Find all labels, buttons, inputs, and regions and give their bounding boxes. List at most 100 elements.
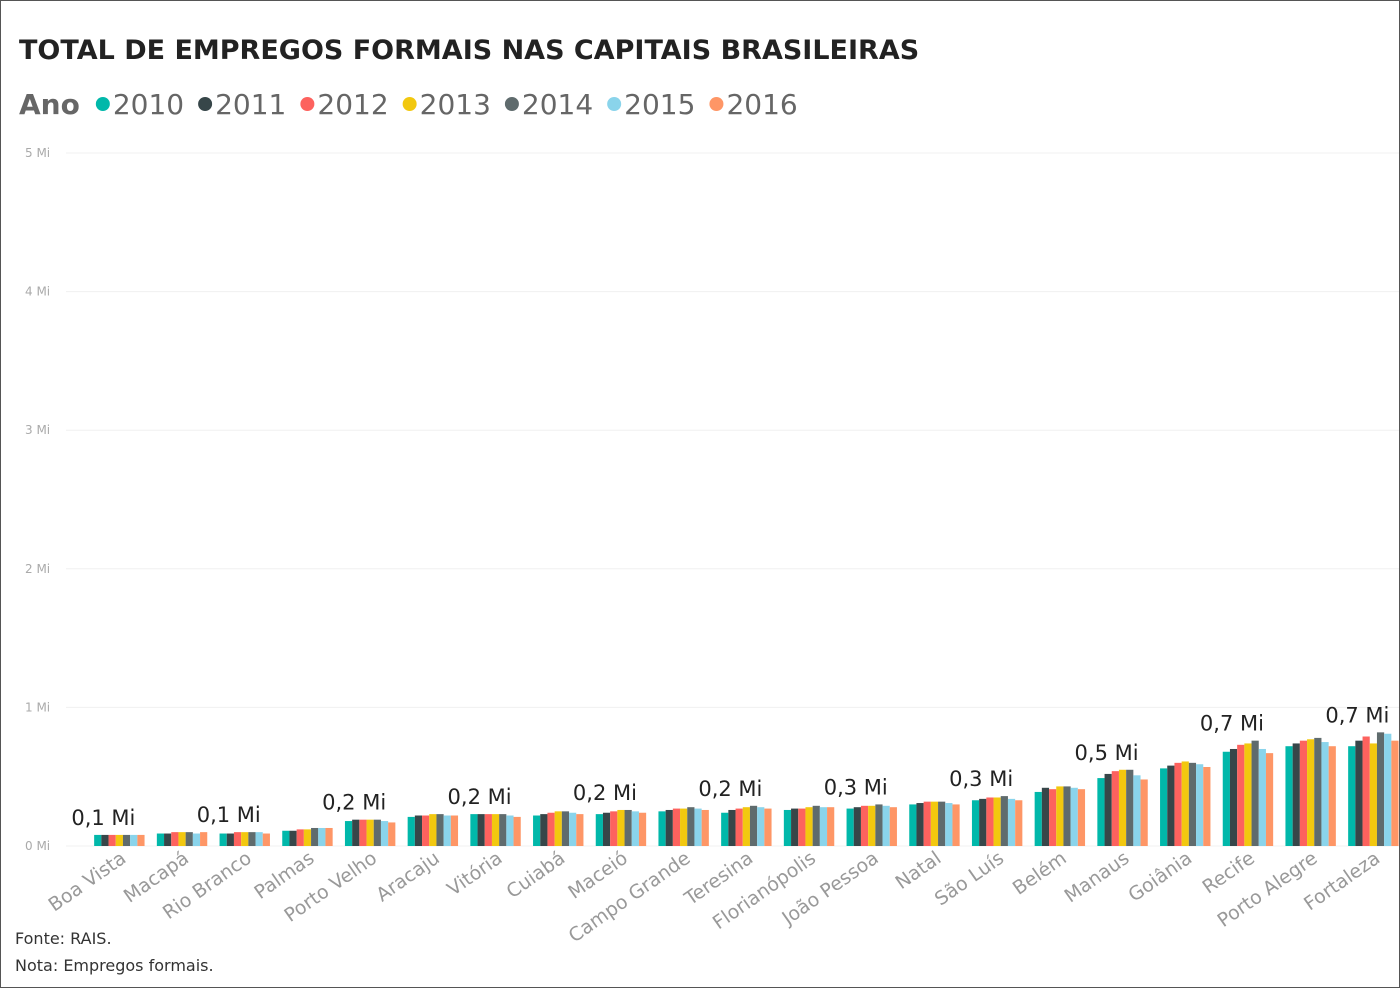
bar xyxy=(595,814,603,846)
bar xyxy=(923,801,931,846)
bar xyxy=(1251,740,1259,846)
bar xyxy=(631,811,639,846)
legend-title: Ano xyxy=(19,88,80,121)
bar xyxy=(624,809,632,846)
bar xyxy=(882,805,890,846)
bar xyxy=(1376,732,1385,846)
bar xyxy=(248,832,256,846)
bar xyxy=(812,805,820,846)
bar xyxy=(262,833,270,846)
bar xyxy=(1041,787,1050,846)
bar xyxy=(1160,768,1168,846)
bar xyxy=(945,803,953,846)
bar xyxy=(1049,789,1057,846)
bar xyxy=(429,814,437,846)
bar xyxy=(380,821,389,846)
bar xyxy=(303,829,312,846)
bar xyxy=(971,800,980,846)
bar xyxy=(491,814,500,846)
bar xyxy=(561,811,570,846)
chart-title: TOTAL DE EMPREGOS FORMAIS NAS CAPITAIS B… xyxy=(19,35,919,66)
bar xyxy=(533,815,541,846)
bar xyxy=(352,819,360,846)
bar xyxy=(344,821,353,846)
bar xyxy=(1314,737,1322,846)
legend-marker xyxy=(300,97,315,111)
footnote: Nota: Empregos formais. xyxy=(15,956,214,975)
bar xyxy=(875,804,883,846)
legend-marker xyxy=(607,97,622,111)
bar xyxy=(1077,789,1086,846)
bar xyxy=(1015,800,1023,846)
bar xyxy=(694,808,702,846)
bar xyxy=(499,814,507,846)
y-tick-label: 3 Mi xyxy=(25,423,50,437)
bar xyxy=(171,832,179,846)
legend-marker xyxy=(402,97,417,111)
bar xyxy=(178,832,186,846)
bar xyxy=(889,807,897,846)
bar xyxy=(1384,733,1392,846)
legend-label: 2011 xyxy=(215,88,286,121)
data-label: 0,5 Mi xyxy=(1075,741,1139,765)
bar xyxy=(1181,761,1189,846)
bar xyxy=(1133,775,1141,846)
bar xyxy=(819,807,828,846)
bar xyxy=(373,819,381,846)
bar xyxy=(233,832,242,846)
bar xyxy=(687,807,695,846)
bar xyxy=(764,808,772,846)
bar xyxy=(156,833,165,846)
bar xyxy=(930,801,939,846)
data-label: 0,7 Mi xyxy=(1325,703,1389,727)
bar xyxy=(470,814,478,846)
bar xyxy=(680,808,688,846)
bar xyxy=(658,811,666,846)
bar xyxy=(1070,787,1078,846)
bar xyxy=(554,811,562,846)
y-tick-label: 4 Mi xyxy=(25,285,50,299)
bar xyxy=(1000,796,1008,846)
bar xyxy=(282,830,290,846)
bar xyxy=(241,832,249,846)
bar xyxy=(192,833,201,846)
bar xyxy=(798,808,806,846)
bar xyxy=(506,815,514,846)
bar xyxy=(101,834,109,846)
bar xyxy=(1167,765,1175,846)
bar xyxy=(388,822,396,846)
bar xyxy=(610,811,618,846)
bar xyxy=(757,807,765,846)
bar xyxy=(226,833,234,846)
bar xyxy=(94,834,102,846)
y-tick-label: 2 Mi xyxy=(25,562,50,576)
bar xyxy=(1034,791,1042,846)
bar xyxy=(1111,771,1119,846)
bar xyxy=(1056,786,1064,846)
bar xyxy=(846,808,854,846)
bar xyxy=(665,809,673,846)
bar xyxy=(805,807,813,846)
data-label: 0,1 Mi xyxy=(197,803,261,827)
bar xyxy=(569,812,577,846)
bar xyxy=(1328,746,1336,846)
data-label: 0,3 Mi xyxy=(949,767,1013,791)
bar xyxy=(1097,778,1105,846)
bar xyxy=(366,819,374,846)
bar xyxy=(827,807,835,846)
bar xyxy=(219,833,227,846)
bar xyxy=(547,812,555,846)
y-tick-label: 5 Mi xyxy=(25,146,50,160)
bar xyxy=(853,807,861,846)
bar xyxy=(1007,798,1016,846)
bar xyxy=(1126,769,1134,846)
bar xyxy=(122,834,131,846)
bar xyxy=(1265,753,1274,846)
legend-label: 2014 xyxy=(522,88,593,121)
data-label: 0,2 Mi xyxy=(322,791,386,815)
bar xyxy=(1348,746,1356,846)
bar xyxy=(484,814,492,846)
bar xyxy=(602,812,611,846)
bar xyxy=(979,798,987,846)
legend-label: 2012 xyxy=(317,88,388,121)
